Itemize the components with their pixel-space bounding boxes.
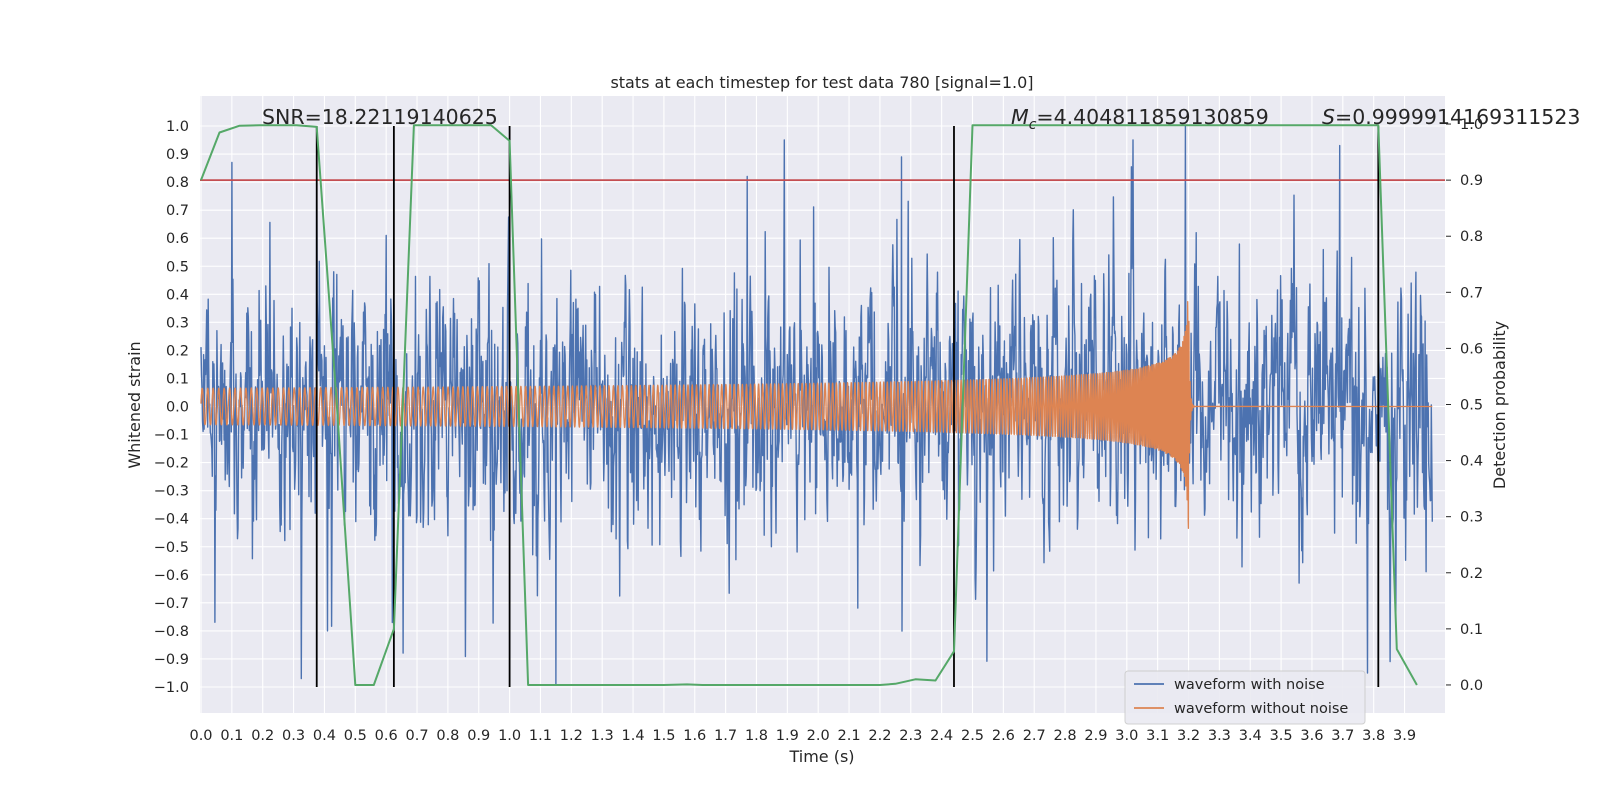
y2-tick-label: 0.3 (1460, 510, 1483, 526)
x-ticks: 0.0 0.1 0.2 0.3 0.4 0.5 0.6 0.7 0.8 0.9 1.0 1.1 1.2 1… (189, 728, 1416, 744)
x-tick-label: 3.9 (1393, 728, 1416, 744)
x-tick-label: 1.8 (745, 728, 768, 744)
y2-tick-label: 0.7 (1460, 285, 1483, 301)
mc-value: =4.404811859130859 (1036, 105, 1268, 129)
y-tick-label: −0.5 (154, 540, 189, 556)
x-tick-label: 1.5 (652, 728, 675, 744)
x-tick-label: 0.0 (189, 728, 212, 744)
x-tick-label: 1.7 (714, 728, 737, 744)
s-symbol: S (1322, 105, 1335, 129)
detection-probability-line (200, 124, 1418, 686)
y-tick-label: −0.2 (154, 456, 189, 472)
x-tick-label: 1.1 (529, 728, 552, 744)
y2-tick-label: 0.1 (1460, 622, 1483, 638)
x-tick-label: 3.4 (1239, 728, 1262, 744)
x-tick-label: 3.8 (1362, 728, 1385, 744)
y-tick-label: 0.1 (166, 371, 189, 387)
x-tick-label: 0.2 (251, 728, 274, 744)
y-tick-label: 0.4 (166, 287, 189, 303)
x-tick-label: 2.5 (961, 728, 984, 744)
s-value: =0.9999914169311523 (1335, 105, 1580, 129)
clean-waveform-line (200, 301, 1433, 529)
x-tick-label: 0.6 (375, 728, 398, 744)
y-tick-label: 0.9 (166, 147, 189, 163)
chart-title: stats at each timestep for test data 780… (610, 73, 1033, 92)
reference-lines (200, 126, 1445, 687)
mc-symbol: M (1011, 105, 1029, 129)
x-tick-label: 0.3 (282, 728, 305, 744)
x-tick-label: 2.6 (992, 728, 1015, 744)
x-tick-label: 0.9 (467, 728, 490, 744)
chirp-series (200, 301, 1433, 529)
x-tick-label: 1.2 (560, 728, 583, 744)
mc-subscript: c (1029, 117, 1037, 133)
x-tick-label: 3.2 (1177, 728, 1200, 744)
y-axis-label: Whitened strain (125, 341, 144, 468)
y2-tick-label: 1.0 (1460, 117, 1483, 133)
y-tick-label: −0.7 (154, 596, 189, 612)
x-tick-label: 2.3 (899, 728, 922, 744)
probability-series (200, 124, 1418, 686)
y-tick-label: −0.1 (154, 428, 189, 444)
x-tick-label: 2.8 (1054, 728, 1077, 744)
x-tick-label: 3.5 (1270, 728, 1293, 744)
y-tick-label: −0.3 (154, 484, 189, 500)
y-tick-label: 0.8 (166, 175, 189, 191)
x-tick-label: 1.3 (591, 728, 614, 744)
x-tick-label: 2.7 (1023, 728, 1046, 744)
y-tick-label: −0.4 (154, 512, 189, 528)
y2-ticks: 1.0 0.9 0.8 0.7 0.6 0.5 0.4 0.3 0.2 0.1 0.0 (1446, 117, 1483, 694)
x-tick-label: 3.7 (1331, 728, 1354, 744)
x-tick-label: 0.5 (344, 728, 367, 744)
y-tick-label: 0.6 (166, 231, 189, 247)
y2-tick-label: 0.2 (1460, 566, 1483, 582)
x-tick-label: 2.0 (807, 728, 830, 744)
y-tick-label: 0.7 (166, 203, 189, 219)
x-tick-label: 1.6 (683, 728, 706, 744)
y2-tick-label: 0.9 (1460, 173, 1483, 189)
snr-annotation: SNR=18.22119140625 (262, 105, 498, 129)
y2-tick-label: 0.6 (1460, 341, 1483, 357)
y-tick-label: 0.3 (166, 315, 189, 331)
y2-tick-label: 0.8 (1460, 229, 1483, 245)
x-tick-label: 2.2 (868, 728, 891, 744)
x-tick-label: 1.4 (622, 728, 645, 744)
mc-annotation: Mc=4.404811859130859 (1011, 105, 1269, 133)
x-tick-label: 0.8 (436, 728, 459, 744)
y-tick-label: −1.0 (154, 680, 189, 696)
x-tick-label: 3.0 (1115, 728, 1138, 744)
x-tick-label: 0.7 (405, 728, 428, 744)
y-tick-label: 0.5 (166, 259, 189, 275)
x-tick-label: 3.1 (1146, 728, 1169, 744)
legend-label-clean: waveform without noise (1174, 701, 1348, 717)
y-tick-label: 1.0 (166, 119, 189, 135)
y2-tick-label: 0.4 (1460, 454, 1483, 470)
y2-tick-label: 0.5 (1460, 398, 1483, 414)
legend-box (1124, 670, 1366, 725)
y-tick-label: 0.2 (166, 343, 189, 359)
y-ticks: 1.0 0.9 0.8 0.7 0.6 0.5 0.4 0.3 0.2 0.1 0.0 −0.1 −0.… (154, 119, 189, 696)
legend-label-noise: waveform with noise (1174, 677, 1325, 693)
x-tick-label: 2.1 (838, 728, 861, 744)
x-tick-label: 0.4 (313, 728, 336, 744)
y-tick-label: 0.0 (166, 400, 189, 416)
y2-axis-label: Detection probability (1490, 321, 1509, 489)
x-tick-label: 3.3 (1208, 728, 1231, 744)
y-tick-label: −0.8 (154, 624, 189, 640)
s-annotation: S=0.9999914169311523 (1322, 105, 1580, 129)
y-tick-label: −0.6 (154, 568, 189, 584)
x-tick-label: 2.4 (930, 728, 953, 744)
x-tick-label: 2.9 (1084, 728, 1107, 744)
legend: waveform with noise waveform without noi… (1124, 670, 1366, 725)
y2-tick-label: 0.0 (1460, 678, 1483, 694)
x-tick-label: 0.1 (220, 728, 243, 744)
x-tick-label: 1.9 (776, 728, 799, 744)
x-tick-label: 3.6 (1300, 728, 1323, 744)
x-tick-label: 1.0 (498, 728, 521, 744)
y-tick-label: −0.9 (154, 652, 189, 668)
x-axis-label: Time (s) (788, 747, 854, 766)
